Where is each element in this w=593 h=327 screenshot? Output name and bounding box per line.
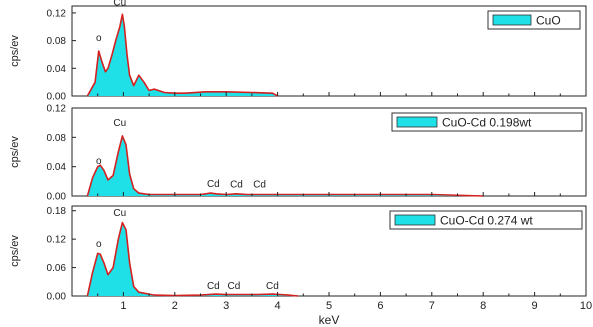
panel-3-peak-label-0: o <box>96 239 102 250</box>
panel-1-y-axis-label: cps/ev <box>9 35 21 67</box>
panel-1-spectrum-line <box>86 13 278 97</box>
x-tick-label-3: 4 <box>275 300 281 312</box>
x-tick-label-1: 2 <box>172 300 178 312</box>
panel-1-ytick-label-2: 0.08 <box>47 36 67 47</box>
x-tick-label-8: 9 <box>532 300 538 312</box>
panel-1-ytick-label-3: 0.12 <box>47 8 67 19</box>
panel-2-peak-label-2: Cd <box>207 179 220 190</box>
panel-3-peak-label-3: Cd <box>228 281 241 292</box>
panel-3-ytick-label-0: 0.00 <box>47 292 67 303</box>
panel-2-peak-label-4: Cd <box>253 180 266 191</box>
panel-2-y-axis-label: cps/ev <box>9 136 21 168</box>
x-tick-label-4: 5 <box>326 300 332 312</box>
panel-2-spectrum-line <box>86 135 484 197</box>
panel-1-spectrum-area <box>87 14 278 96</box>
panel-1-peak-label-0: o <box>96 33 102 44</box>
x-tick-label-9: 10 <box>580 300 592 312</box>
panel-2-peak-label-1: Cu <box>113 118 126 129</box>
panel-3-legend-swatch <box>394 214 436 226</box>
panel-3-spectrum-line <box>86 221 299 297</box>
panel-3-peak-label-4: Cd <box>266 281 279 292</box>
panel-2-spectrum-area <box>87 135 484 196</box>
panel-3-peak-label-2: Cd <box>207 281 220 292</box>
x-tick-label-0: 1 <box>120 300 126 312</box>
panel-2-legend-box <box>391 112 583 132</box>
panel-3-peak-label-1: Cu <box>113 208 126 219</box>
panel-2-peak-label-0: o <box>96 156 102 167</box>
panel-3-ytick-label-3: 0.18 <box>47 206 67 217</box>
panel-3-y-axis-label: cps/ev <box>9 235 21 267</box>
panel-2-ytick-label-1: 0.04 <box>47 162 67 173</box>
x-axis-label: keV <box>319 313 340 327</box>
panel-3-spectrum-area <box>87 222 299 296</box>
panel-3-ytick-label-1: 0.06 <box>47 263 67 274</box>
panel-2-legend-label: CuO-Cd 0.198wt <box>442 116 532 130</box>
x-tick-label-7: 8 <box>480 300 486 312</box>
x-tick-label-5: 6 <box>377 300 383 312</box>
panel-2-ytick-label-2: 0.08 <box>47 133 67 144</box>
panel-2-ytick-label-0: 0.00 <box>47 192 67 203</box>
panel-2-legend-swatch <box>396 116 438 128</box>
panel-2-ytick-label-3: 0.12 <box>47 104 67 115</box>
panel-2-peak-label-3: Cd <box>230 180 243 191</box>
panel-1-legend-label: CuO <box>536 14 561 28</box>
panel-1-legend-swatch <box>492 14 532 26</box>
panel-1-ytick-label-1: 0.04 <box>47 64 67 75</box>
panel-3-legend-box <box>389 210 583 230</box>
panel-1-peak-label-1: Cu <box>113 0 126 8</box>
x-tick-label-6: 7 <box>429 300 435 312</box>
panel-3-legend-label: CuO-Cd 0.274 wt <box>440 214 533 228</box>
panel-3-ytick-label-2: 0.12 <box>47 235 67 246</box>
panel-1-ytick-label-0: 0.00 <box>47 92 67 103</box>
x-tick-label-2: 3 <box>223 300 229 312</box>
